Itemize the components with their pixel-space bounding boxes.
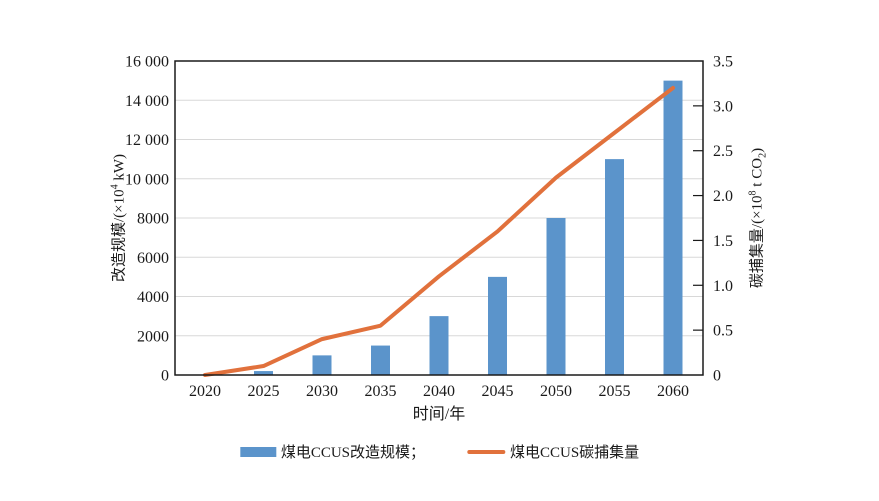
y-left-tick-label: 14 000 <box>125 93 169 110</box>
x-tick-label: 2060 <box>657 383 689 400</box>
legend-item-carbon-capture: 煤电CCUS碳捕集量 <box>467 441 639 462</box>
x-tick-label: 2025 <box>248 383 280 400</box>
y-right-title-text: 碳捕集量/(×10 <box>749 195 766 289</box>
x-tick-label: 2055 <box>599 383 631 400</box>
y-left-tick-label: 4000 <box>137 289 169 306</box>
bar-2045 <box>488 276 507 375</box>
x-tick-label: 2040 <box>423 383 455 400</box>
legend-label-retrofit-scale: 煤电CCUS改造规模； <box>280 445 425 461</box>
y-right-tick-label: 3.0 <box>713 98 733 115</box>
y-right-title-superscript: 8 <box>747 190 759 196</box>
y-right-tick-label: 2.5 <box>713 143 733 160</box>
y-left-tick-label: 12 000 <box>125 132 169 149</box>
bar-series-swatch <box>239 446 276 457</box>
chart-legend: 煤电CCUS改造规模； 煤电CCUS碳捕集量 <box>239 441 639 462</box>
y-right-axis-title: 碳捕集量/(×108 t CO2) <box>746 148 769 288</box>
x-axis-title: 时间/年 <box>412 406 466 423</box>
y-right-title-subscript: 2 <box>757 152 769 158</box>
y-right-tick-label: 1.5 <box>713 233 733 250</box>
y-left-title-superscript: 4 <box>109 184 121 190</box>
y-right-title-close: ) <box>749 147 766 153</box>
bar-2025 <box>254 371 273 375</box>
x-tick-label: 2045 <box>482 383 514 400</box>
y-right-tick-label: 3.5 <box>713 54 733 71</box>
bar-2030 <box>312 355 332 375</box>
y-left-tick-label: 8000 <box>137 211 169 228</box>
bar-2040 <box>429 316 449 375</box>
y-left-title-unit: kW) <box>111 153 128 185</box>
x-tick-label: 2050 <box>540 383 572 400</box>
y-right-tick-label: 1.0 <box>713 278 733 295</box>
legend-label-carbon-capture: 煤电CCUS碳捕集量 <box>510 445 640 461</box>
bar-2055 <box>605 159 624 375</box>
y-left-title-text: 改造规模/(×10 <box>111 189 128 283</box>
y-left-tick-label: 2000 <box>137 328 169 345</box>
y-right-tick-label: 0.5 <box>713 323 733 340</box>
carbon-capture-line <box>203 85 675 377</box>
y-left-tick-label: 16 000 <box>125 54 169 71</box>
x-tick-label: 2020 <box>189 383 221 400</box>
line-series-swatch <box>467 449 505 454</box>
y-left-tick-label: 10 000 <box>125 171 169 188</box>
y-left-tick-label: 6000 <box>137 250 169 267</box>
plot-frame <box>174 60 704 376</box>
y-left-tick-label: 0 <box>161 368 169 385</box>
y-right-tick-label: 0 <box>713 368 721 385</box>
x-tick-label: 2030 <box>306 383 338 400</box>
y-right-title-unit: t CO <box>749 157 766 191</box>
bar-2035 <box>371 345 390 375</box>
y-right-tick-label: 2.0 <box>713 188 733 205</box>
bar-2050 <box>546 218 566 375</box>
x-tick-label: 2035 <box>365 383 397 400</box>
legend-item-retrofit-scale: 煤电CCUS改造规模； <box>239 441 425 462</box>
y-left-axis-title: 改造规模/(×104 kW) <box>108 154 129 282</box>
bar-2060 <box>663 80 683 375</box>
